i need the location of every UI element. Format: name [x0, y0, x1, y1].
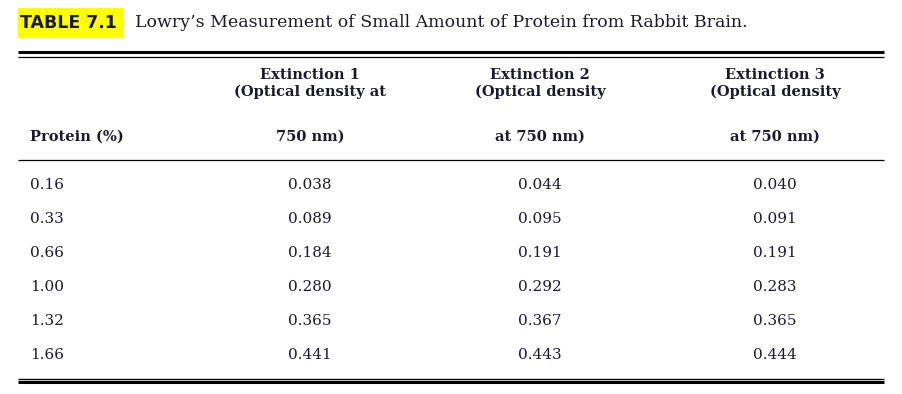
Text: 0.444: 0.444	[753, 348, 796, 362]
Text: 0.367: 0.367	[519, 314, 562, 328]
Text: at 750 nm): at 750 nm)	[495, 130, 584, 144]
Text: Extinction 3: Extinction 3	[725, 68, 824, 82]
Text: 0.292: 0.292	[518, 280, 562, 294]
Text: 750 nm): 750 nm)	[276, 130, 345, 144]
Text: 0.33: 0.33	[30, 212, 64, 226]
Text: 0.283: 0.283	[753, 280, 796, 294]
Text: 0.044: 0.044	[518, 178, 562, 192]
Text: 0.16: 0.16	[30, 178, 64, 192]
Text: 0.089: 0.089	[288, 212, 332, 226]
Text: 0.040: 0.040	[753, 178, 796, 192]
Text: 0.365: 0.365	[753, 314, 796, 328]
Text: 0.191: 0.191	[753, 246, 796, 260]
Text: 0.095: 0.095	[518, 212, 562, 226]
Text: (Optical density: (Optical density	[474, 85, 605, 99]
Text: 0.280: 0.280	[288, 280, 332, 294]
Text: 1.00: 1.00	[30, 280, 64, 294]
Text: 0.191: 0.191	[518, 246, 562, 260]
Bar	[18, 8, 123, 38]
Text: 0.038: 0.038	[289, 178, 332, 192]
Text: 0.66: 0.66	[30, 246, 64, 260]
Text: 1.32: 1.32	[30, 314, 64, 328]
Text: Extinction 1: Extinction 1	[260, 68, 360, 82]
Text: Protein (%): Protein (%)	[30, 130, 124, 144]
Text: at 750 nm): at 750 nm)	[730, 130, 820, 144]
Text: 0.365: 0.365	[289, 314, 332, 328]
Text: 0.091: 0.091	[753, 212, 796, 226]
Text: Extinction 2: Extinction 2	[490, 68, 590, 82]
Text: 0.441: 0.441	[288, 348, 332, 362]
Text: 0.184: 0.184	[288, 246, 332, 260]
Text: Lowry’s Measurement of Small Amount of Protein from Rabbit Brain.: Lowry’s Measurement of Small Amount of P…	[135, 14, 748, 31]
Text: 1.66: 1.66	[30, 348, 64, 362]
Text: (Optical density: (Optical density	[710, 85, 841, 99]
Text: (Optical density at: (Optical density at	[234, 85, 386, 99]
Text: 0.443: 0.443	[518, 348, 562, 362]
Text: TABLE 7.1: TABLE 7.1	[20, 14, 117, 32]
